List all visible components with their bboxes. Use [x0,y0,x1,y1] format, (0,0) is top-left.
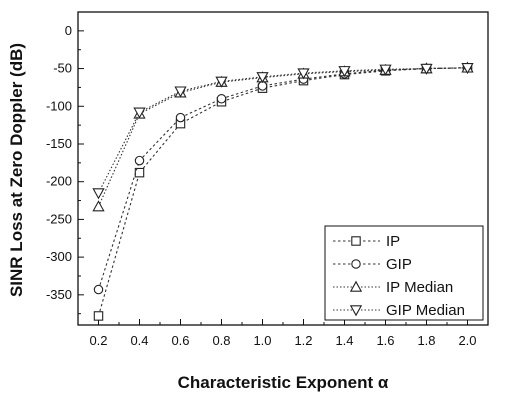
legend-label: IP Median [386,279,453,296]
series-layer [92,61,474,321]
series-ip-median [92,61,474,212]
x-tick-label: 0.4 [130,333,148,348]
legend-label: GIP Median [386,302,465,319]
data-point-square [351,236,361,246]
legend: IP GIP IP Median GIP Median [324,225,484,321]
x-tick-label: 0.2 [89,333,107,348]
legend-item: IP [333,233,400,250]
legend-entries: IP GIP IP Median GIP Median [333,233,465,319]
data-point-circle [175,112,186,123]
x-tick-label: 0.6 [171,333,189,348]
data-point-square [93,311,104,321]
data-point-circle [351,259,361,269]
x-tick-label: 1.4 [335,333,353,348]
y-tick-label: 0 [65,23,72,38]
data-point-triangle-down [379,64,392,76]
x-tick-label: 2.0 [458,333,476,348]
y-tick-label: -200 [46,174,72,189]
legend-item: IP Median [333,279,453,296]
data-point-triangle-down [133,107,146,119]
data-point-triangle-up [92,200,105,212]
data-point-triangle-down [256,72,269,84]
x-tick-label: 1.2 [294,333,312,348]
data-point-triangle-down [215,76,228,88]
data-point-triangle-down [349,305,363,317]
y-tick-label: -350 [46,287,72,302]
series-line [98,67,468,194]
data-point-triangle-down [338,66,351,78]
data-point-triangle-down [92,188,105,200]
series-line [97,67,468,207]
data-point-circle [93,284,104,295]
data-point-triangle-down [461,63,474,75]
y-axis-title: SINR Loss at Zero Doppler (dB) [7,43,26,297]
data-point-circle [216,93,227,104]
data-point-triangle-up [349,280,363,292]
data-point-triangle-down [297,68,310,80]
data-point-circle [134,155,145,166]
x-tick-label: 1.0 [253,333,271,348]
data-point-triangle-down [420,63,433,75]
y-tick-label: -300 [46,249,72,264]
y-tick-label: -150 [46,136,72,151]
legend-item: GIP Median [333,302,465,319]
data-point-square [134,167,145,178]
legend-label: GIP [386,256,412,273]
x-tick-label: 1.8 [417,333,435,348]
y-tick-label: -50 [53,61,72,76]
legend-label: IP [386,233,400,250]
x-tick-label: 1.6 [376,333,394,348]
x-axis-title: Characteristic Exponent α [178,373,389,392]
x-tick-label: 0.8 [212,333,230,348]
axis-ticks: 0.2 0.4 0.6 0.8 1.0 1.2 1.4 1.6 1.8 2.0 0 -50 -100 -1… [46,11,489,348]
y-tick-label: -100 [46,98,72,113]
series-gip-median [92,63,474,200]
legend-item: GIP [333,256,412,273]
data-point-triangle-down [174,86,187,98]
y-tick-label: -250 [46,211,72,226]
